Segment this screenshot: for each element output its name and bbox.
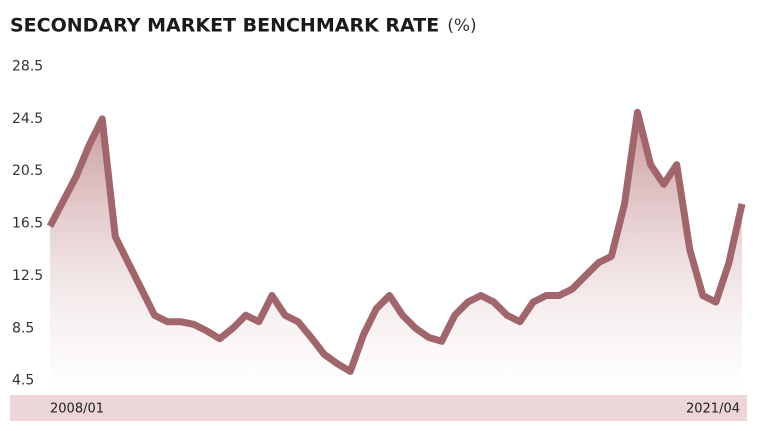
area xyxy=(50,112,742,396)
line xyxy=(46,108,746,375)
x-tick-label: 2021/04 xyxy=(686,402,740,417)
unit-label: (%) xyxy=(447,16,476,36)
x-tick-label: 2008/01 xyxy=(50,402,104,417)
y-tick-label: 4.5 xyxy=(12,373,34,389)
y-tick-label: 16.5 xyxy=(12,216,43,232)
chart-title: SECONDARY MARKET BENCHMARK RATE xyxy=(10,15,439,37)
y-tick-label: 8.5 xyxy=(12,320,34,336)
y-tick-label: 28.5 xyxy=(12,59,43,75)
y-tick-label: 24.5 xyxy=(12,111,43,127)
y-tick-label: 12.5 xyxy=(12,268,43,284)
y-tick-label: 20.5 xyxy=(12,163,43,179)
x-axis-band xyxy=(10,395,747,421)
